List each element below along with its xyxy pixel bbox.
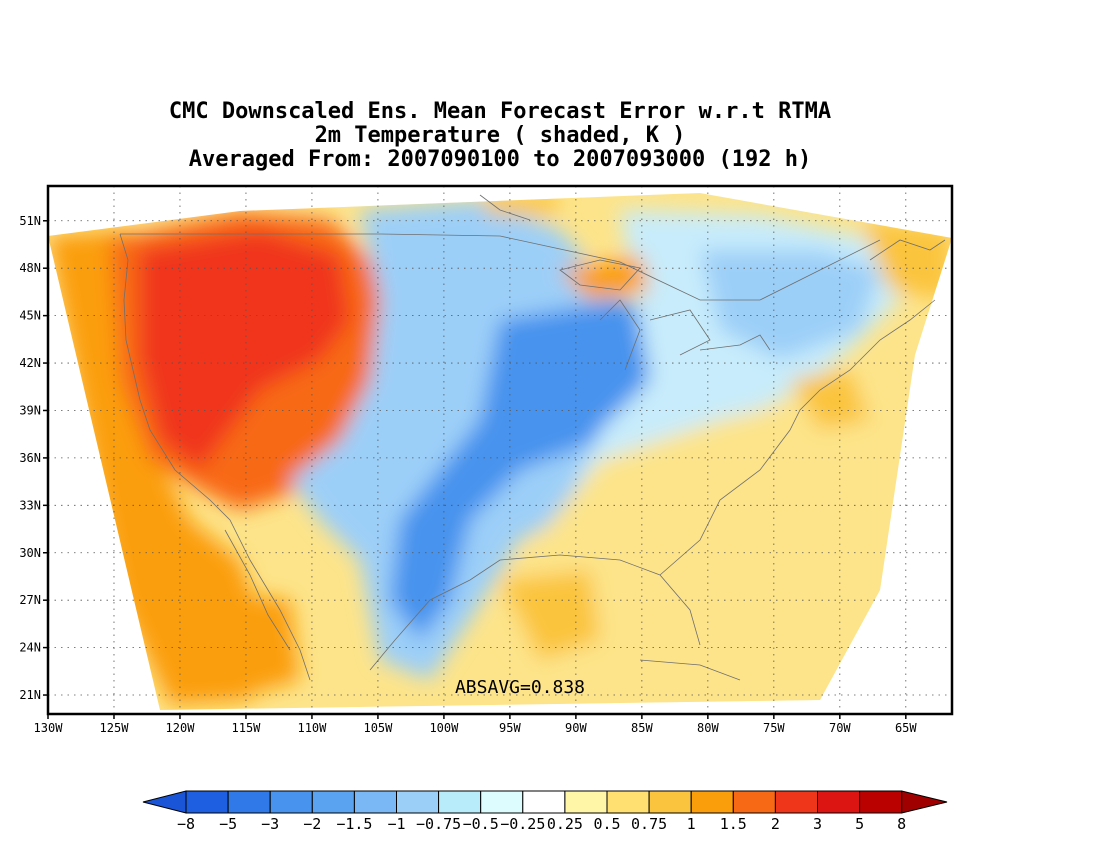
lat-tick-label: 48N [19,261,41,275]
colorbar-label: −8 [177,815,195,833]
colorbar-swatch [269,790,313,814]
colorbar-swatch [522,790,566,814]
colorbar-label: 0.25 [547,815,583,833]
colorbar-label: −0.75 [416,815,461,833]
mexico-orange-region [190,590,300,700]
lon-tick-label: 110W [297,721,327,735]
colorbar-label: 5 [855,815,864,833]
colorbar-label: 2 [771,815,780,833]
colorbar-swatch [774,790,819,814]
colorbar: −8 −5 −3 −2 −1.5 −1 −0.75 −0.5 −0.25 0.25 0.5 0.75 1… [142,790,948,833]
lon-tick-label: 95W [499,721,521,735]
lat-tick-label: 45N [19,309,41,323]
colorbar-label: 0.5 [593,815,620,833]
lon-tick-label: 105W [363,721,393,735]
lon-tick-label: 120W [166,721,196,735]
colorbar-swatch [227,790,271,814]
colorbar-label: −0.5 [463,815,499,833]
map-field [48,186,952,714]
colorbar-swatch [353,790,397,814]
title-line-3: Averaged From: 2007090100 to 2007093000 … [188,147,812,172]
lat-tick-label: 42N [19,356,41,370]
map-grid [48,186,952,714]
colorbar-left-arrow [142,790,187,814]
colorbar-label: −5 [219,815,237,833]
colorbar-right-arrow [901,790,948,814]
lat-tick-label: 21N [19,688,41,702]
lon-tick-label: 70W [829,721,851,735]
title-line-2: 2m Temperature ( shaded, K ) [314,123,686,148]
colorbar-label: −0.25 [500,815,545,833]
lon-tick-label: 100W [429,721,459,735]
map-frame [46,184,954,716]
midwest-cold-region [390,300,720,640]
lon-tick-label: 80W [697,721,719,735]
absavg-label: ABSAVG=0.838 [455,677,585,698]
colorbar-swatch [606,790,650,814]
canada-cool-region [700,250,880,360]
colorbar-swatch [480,790,524,814]
colorbar-swatch [311,790,355,814]
ontario-warm-spot [480,195,560,215]
lon-tick-label: 115W [232,721,262,735]
atlantic-warm-spot [790,370,870,430]
lat-tick-label: 39N [19,403,41,417]
colorbar-swatch [564,790,608,814]
colorbar-swatch [732,790,776,814]
colorbar-label: −3 [261,815,279,833]
northwest-hot-region [140,230,350,470]
colorbar-label: 8 [897,815,906,833]
colorbar-label: 3 [813,815,822,833]
pacific-orange-region [48,230,270,705]
chart-title: CMC Downscaled Ens. Mean Forecast Error … [0,100,1000,172]
lat-tick-label: 30N [19,546,41,560]
lat-tick-label: 24N [19,641,41,655]
lon-tick-label: 75W [763,721,785,735]
lon-tick-label: 85W [631,721,653,735]
colorbar-label: 1 [687,815,696,833]
maritimes-warm-region [860,220,952,300]
lat-tick-label: 51N [19,214,41,228]
colorbar-label: −1 [387,815,405,833]
colorbar-label: 1.5 [720,815,747,833]
lon-tick-label: 130W [34,721,64,735]
colorbar-swatch [438,790,482,814]
lon-tick-label: 90W [565,721,587,735]
colorbar-swatch [859,790,903,814]
colorbar-swatch [648,790,692,814]
lat-tick-label: 36N [19,451,41,465]
axis-ticks: 130W 125W 120W 115W 110W 105W 100W 95W 90W 85W 80W… [19,214,917,735]
lat-tick-label: 27N [19,593,41,607]
colorbar-swatch [690,790,734,814]
colorbar-label: 0.75 [631,815,667,833]
lon-tick-label: 65W [895,721,917,735]
colorbar-label: −1.5 [336,815,372,833]
colorbar-swatch [185,790,229,814]
colorbar-label: −2 [303,815,321,833]
colorbar-swatch [396,790,440,814]
lat-tick-label: 33N [19,498,41,512]
title-line-1: CMC Downscaled Ens. Mean Forecast Error … [168,99,832,124]
gulf-warm-region [500,570,600,660]
colorbar-swatch [817,790,861,814]
lake-superior-warm-spot [560,255,650,300]
lon-tick-label: 125W [100,721,130,735]
